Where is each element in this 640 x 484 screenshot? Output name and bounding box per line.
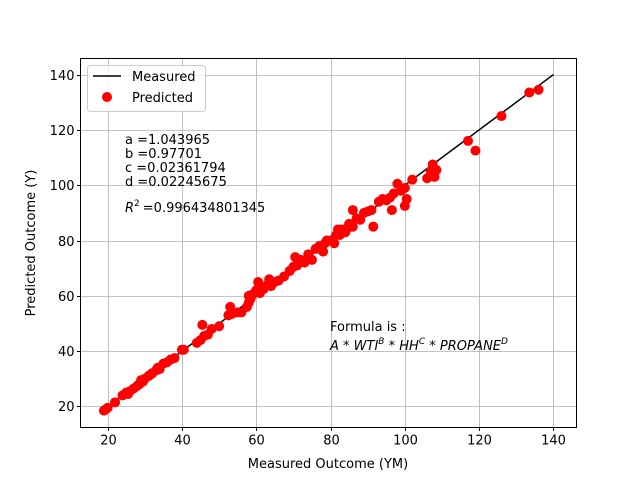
x-tick-label: 120 <box>467 434 492 449</box>
x-tick-label: 100 <box>393 434 418 449</box>
predicted-point <box>401 194 412 205</box>
predicted-point <box>496 111 507 122</box>
predicted-point <box>306 254 317 265</box>
predicted-point <box>533 84 544 95</box>
x-tick-label: 60 <box>248 434 265 449</box>
predicted-point <box>386 205 397 216</box>
y-axis-label: Predicted Outcome (Y) <box>24 170 39 317</box>
predicted-point <box>399 182 410 193</box>
predicted-point <box>197 319 208 330</box>
param-annotations: a =1.043965 b =0.97701 c =0.02361794 d =… <box>125 133 508 354</box>
predicted-point <box>169 353 180 364</box>
y-tick-label: 140 <box>50 69 75 84</box>
predicted-point <box>253 277 264 288</box>
y-tick-label: 40 <box>58 345 75 360</box>
formula-label: Formula is : <box>330 320 406 335</box>
x-tick-label: 20 <box>100 434 117 449</box>
predicted-point <box>368 221 379 232</box>
predicted-point <box>102 402 113 413</box>
predicted-point <box>318 246 329 257</box>
predicted-point <box>347 205 358 216</box>
predicted-point <box>470 145 481 156</box>
param-c: c =0.02361794 <box>125 161 226 176</box>
y-tick-label: 20 <box>58 400 75 415</box>
predicted-point <box>407 174 418 185</box>
legend: Measured Predicted <box>87 65 206 112</box>
legend-measured-label: Measured <box>132 70 196 85</box>
x-tick-label: 140 <box>541 434 566 449</box>
y-tick-label: 120 <box>50 124 75 139</box>
legend-box <box>87 65 206 112</box>
r-squared: R2 =0.996434801345 <box>125 199 265 216</box>
y-tick-label: 60 <box>58 290 75 305</box>
predicted-point <box>347 221 358 232</box>
predicted-point <box>214 321 225 332</box>
legend-predicted-dot-icon <box>102 92 112 102</box>
predicted-point <box>366 205 377 216</box>
predicted-point <box>178 344 189 355</box>
predicted-point <box>463 135 474 146</box>
x-axis-label: Measured Outcome (YM) <box>248 457 408 472</box>
predicted-point <box>329 238 340 249</box>
predicted-point <box>110 397 121 408</box>
r-squared-value: =0.996434801345 <box>143 201 266 216</box>
x-tick-label: 80 <box>323 434 340 449</box>
predicted-point <box>431 164 442 175</box>
x-tick-label: 40 <box>174 434 191 449</box>
y-tick-label: 100 <box>50 179 75 194</box>
y-tick-label: 80 <box>58 235 75 250</box>
param-a: a =1.043965 <box>125 133 210 148</box>
plot-marks <box>98 73 554 416</box>
legend-predicted-label: Predicted <box>132 91 193 106</box>
predicted-point <box>524 87 535 98</box>
formula: A * WTIB * HHC * PROPANED <box>329 337 508 354</box>
axes-frame <box>80 58 577 428</box>
param-d: d =0.02245675 <box>125 175 227 190</box>
param-b: b =0.97701 <box>125 147 202 162</box>
ticks: 20 40 60 80 100 120 140 20 40 60 80 100 120 140 <box>50 69 566 449</box>
